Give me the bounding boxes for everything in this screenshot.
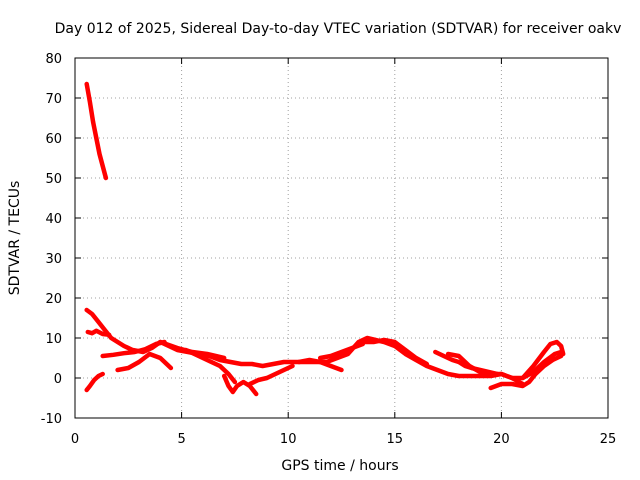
y-tick-label: -10 (41, 412, 62, 427)
data-series-group (84, 81, 566, 397)
series-arc-3 (85, 328, 112, 338)
y-tick-label: 0 (54, 372, 62, 387)
y-tick-label: 10 (45, 332, 62, 347)
y-tick-label: 60 (45, 132, 62, 147)
series-arc-13 (360, 337, 430, 367)
y-tick-label: 30 (45, 252, 62, 267)
x-tick-label: 25 (600, 432, 617, 447)
series-arc-10 (247, 363, 295, 387)
y-tick-label: 50 (45, 172, 62, 187)
x-tick-label: 0 (71, 432, 79, 447)
x-tick-label: 5 (177, 432, 185, 447)
x-tick-label: 10 (280, 432, 297, 447)
y-tick-label: 20 (45, 292, 62, 307)
y-tick-label: 40 (45, 212, 62, 227)
y-axis-label: SDTVAR / TECUs (7, 181, 23, 296)
x-axis-label: GPS time / hours (281, 458, 398, 474)
y-tick-label: 70 (45, 92, 62, 107)
series-arc-2 (84, 371, 105, 393)
series-arc-12 (317, 341, 366, 361)
x-tick-label: 15 (387, 432, 404, 447)
series-arc-11 (296, 357, 344, 373)
series-arc-5 (100, 339, 167, 359)
series-arc-16 (488, 353, 564, 391)
series-arc-8 (183, 347, 238, 385)
chart-title: Day 012 of 2025, Sidereal Day-to-day VTE… (55, 21, 622, 37)
x-tick-labels: 0 5 10 15 20 25 (71, 432, 616, 447)
x-tick-label: 20 (493, 432, 510, 447)
series-arc-17 (520, 339, 566, 381)
series-arc-1 (84, 81, 109, 181)
series-arc-15 (445, 351, 525, 387)
series-arc-6 (115, 351, 174, 373)
y-tick-label: 80 (45, 52, 62, 67)
axis-ticks (74, 57, 609, 419)
y-tick-labels: -10 0 10 20 30 40 50 60 70 80 (41, 52, 62, 427)
plot-frame (74, 57, 609, 419)
